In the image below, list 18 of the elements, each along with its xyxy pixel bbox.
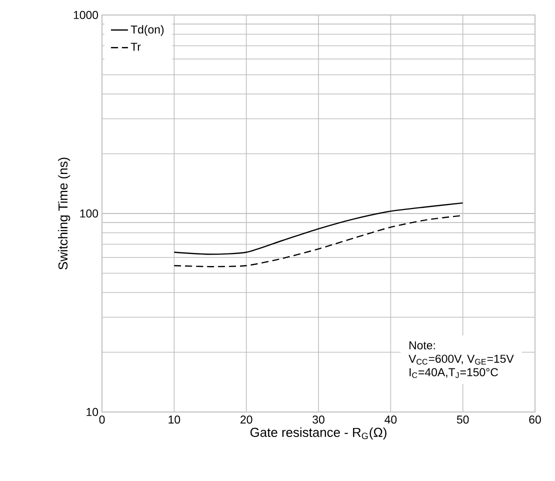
y-axis-title: Switching Time (ns): [58, 158, 70, 270]
annotation: I$_{C}$=40A,T$_{J}$=150°C: [410, 368, 498, 378]
legend-label: Td(on): [130, 25, 164, 36]
legend-label: Tr: [130, 42, 141, 51]
x-tick-label: 40: [384, 416, 397, 424]
annotation: V$_{CC}$=600V, V$_{GE}$=15V: [408, 354, 514, 365]
x-tick-label: 20: [240, 416, 252, 424]
x-tick-label: 30: [312, 416, 324, 424]
annotation: Note:: [409, 341, 435, 350]
y-tick-label: 100: [80, 209, 98, 218]
y-tick-label: 10: [86, 408, 98, 416]
x-tick-label: 0: [99, 416, 105, 424]
y-tick-label: 1000: [74, 10, 98, 20]
x-tick-label: 10: [168, 416, 180, 424]
line-series: [174, 202, 464, 255]
x-axis-title: Gate resistance - R$_{G}$(Ω): [250, 427, 386, 440]
x-tick-label: 50: [456, 416, 469, 424]
x-tick-label: 60: [529, 416, 541, 424]
